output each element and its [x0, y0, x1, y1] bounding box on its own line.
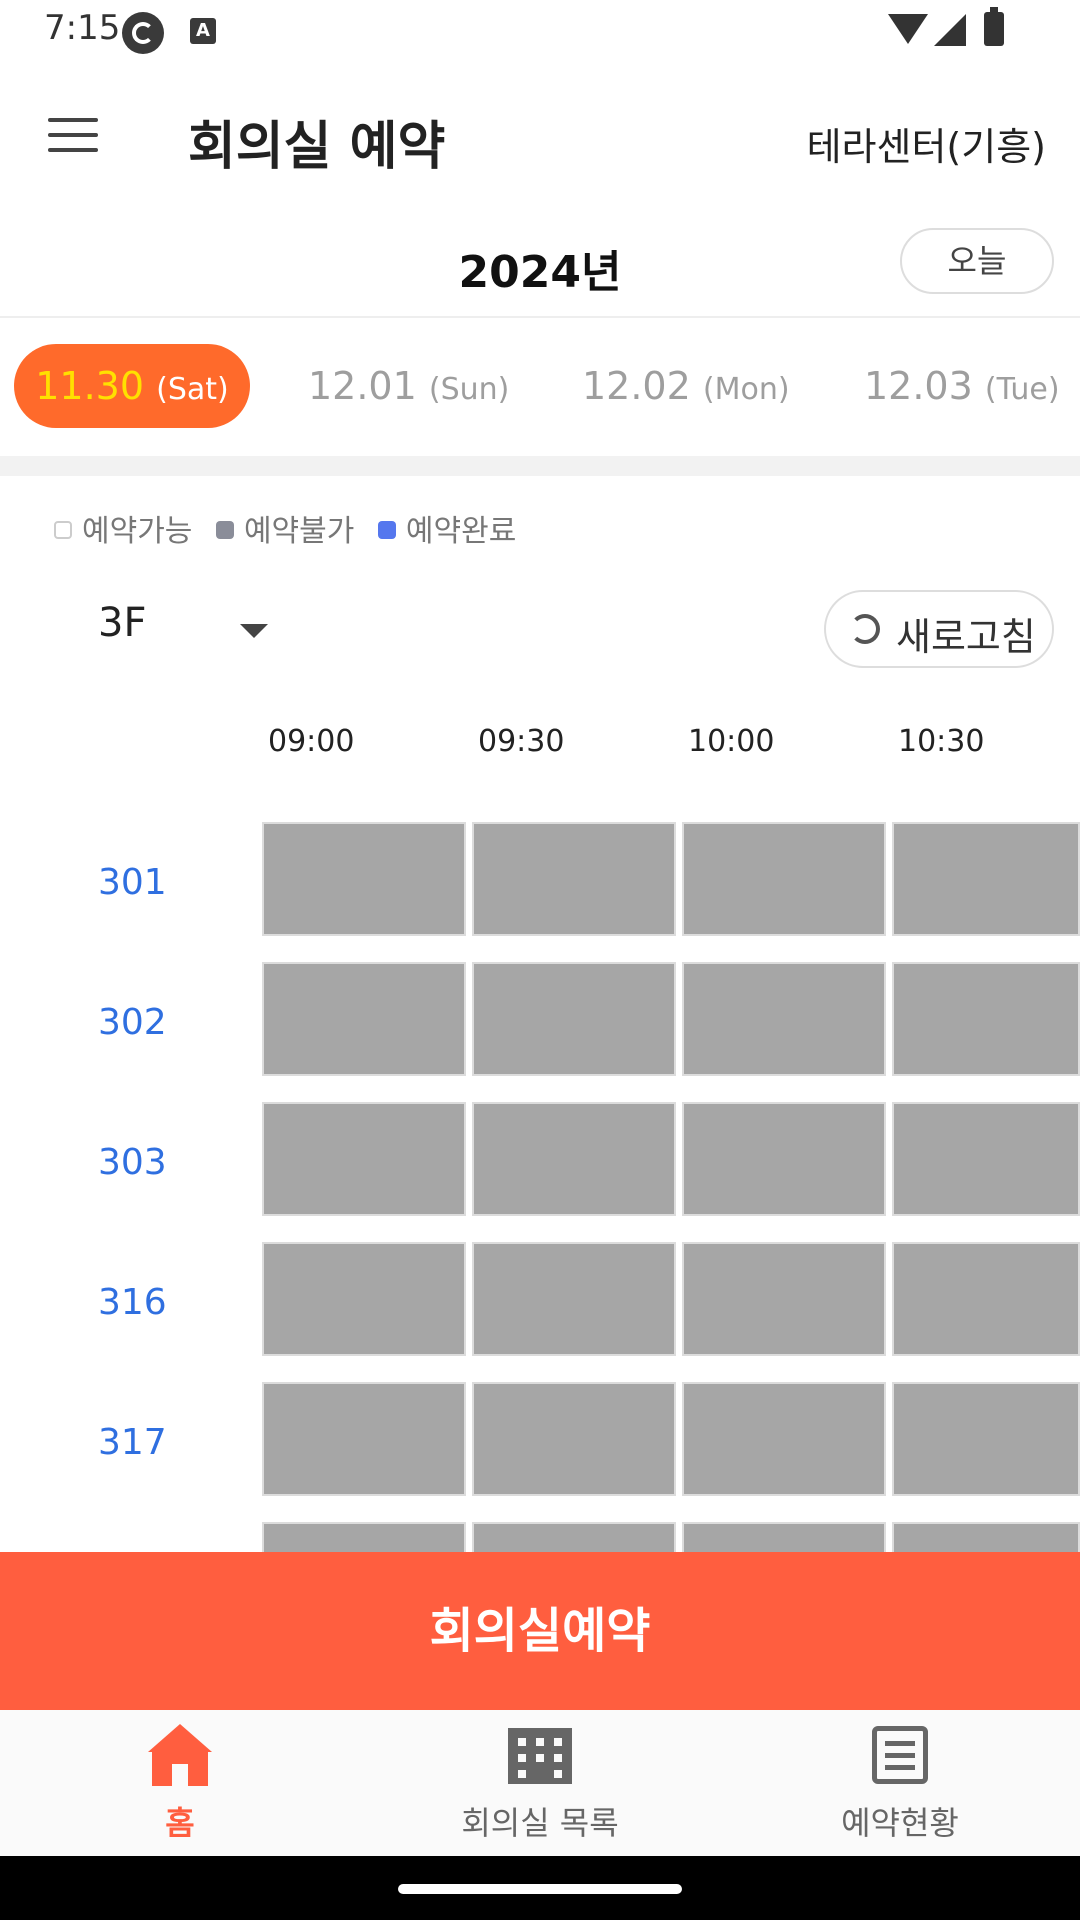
- bottom-nav: 홈 회의실 목록 예약현황: [0, 1710, 1080, 1856]
- time-slot[interactable]: [262, 1242, 466, 1356]
- time-slot[interactable]: [262, 822, 466, 936]
- time-slot[interactable]: [682, 1102, 886, 1216]
- date-tab-dow: (Sun): [428, 372, 510, 407]
- time-slot[interactable]: [682, 1382, 886, 1496]
- status-time: 7:15: [44, 8, 121, 48]
- section-divider: [0, 456, 1080, 476]
- time-slot[interactable]: [892, 1242, 1080, 1356]
- time-slot[interactable]: [262, 962, 466, 1076]
- year-label: 2024년: [458, 247, 622, 298]
- building-icon: [508, 1728, 572, 1784]
- time-slot[interactable]: [262, 1522, 466, 1552]
- date-tab-1203[interactable]: 12.03 (Tue): [864, 344, 1060, 428]
- room-label-302: 302: [98, 1002, 167, 1043]
- room-label-301: 301: [98, 862, 167, 903]
- time-slot[interactable]: [262, 1382, 466, 1496]
- time-slot[interactable]: [472, 1242, 676, 1356]
- time-slot[interactable]: [472, 1382, 676, 1496]
- date-tab-date: 12.03: [864, 364, 973, 408]
- room-label-316: 316: [98, 1282, 167, 1323]
- time-slot[interactable]: [892, 1102, 1080, 1216]
- wifi-icon: [888, 14, 928, 44]
- refresh-label: 새로고침: [896, 615, 1036, 659]
- floor-value: 3F: [98, 600, 147, 646]
- page-title: 회의실 예약: [188, 117, 446, 177]
- sync-icon: [122, 12, 164, 54]
- date-tab-dow: (Mon): [702, 372, 790, 407]
- time-header: 09:30: [478, 724, 565, 759]
- nav-label: 회의실 목록: [461, 1804, 619, 1842]
- nav-label: 홈: [165, 1804, 195, 1842]
- today-button[interactable]: 오늘: [900, 228, 1054, 294]
- home-icon: [148, 1724, 212, 1786]
- available-swatch-icon: [54, 520, 72, 539]
- nav-reservation-status[interactable]: 예약현황: [720, 1710, 1080, 1856]
- floor-dropdown[interactable]: 3F: [98, 600, 288, 660]
- date-tab-1201[interactable]: 12.01 (Sun): [308, 344, 509, 428]
- battery-icon: [984, 7, 1004, 46]
- date-tab-date: 12.01: [308, 364, 417, 408]
- status-bar: 7:15 A: [0, 0, 1080, 64]
- time-slot[interactable]: [682, 822, 886, 936]
- date-tabs: 11.30 (Sat) 12.01 (Sun) 12.02 (Mon) 12.0…: [0, 316, 1080, 456]
- time-slot[interactable]: [472, 1102, 676, 1216]
- room-label-303: 303: [98, 1142, 167, 1183]
- system-nav-bar: [0, 1856, 1080, 1920]
- caret-down-icon: [240, 624, 268, 638]
- a-notification-icon: A: [190, 18, 216, 44]
- time-slot[interactable]: [892, 962, 1080, 1076]
- nav-label: 예약현황: [841, 1804, 959, 1842]
- nav-room-list[interactable]: 회의실 목록: [360, 1710, 720, 1856]
- date-tab-dow: (Sat): [156, 372, 229, 407]
- time-slot[interactable]: [892, 822, 1080, 936]
- year-row: 2024년 오늘: [0, 204, 1080, 318]
- unavailable-swatch-icon: [215, 520, 234, 539]
- time-slot[interactable]: [472, 1522, 676, 1552]
- list-icon: [872, 1726, 928, 1784]
- time-slot[interactable]: [262, 1102, 466, 1216]
- time-header: 09:00: [268, 724, 355, 759]
- legend-unavailable: 예약불가: [215, 506, 354, 550]
- time-header: 10:30: [898, 724, 985, 759]
- time-slot[interactable]: [472, 822, 676, 936]
- date-tab-date: 12.02: [582, 364, 691, 408]
- date-tab-date: 11.30: [35, 364, 145, 408]
- time-slot[interactable]: [472, 962, 676, 1076]
- completed-swatch-icon: [377, 520, 396, 539]
- time-slot[interactable]: [682, 1242, 886, 1356]
- refresh-icon: [850, 614, 880, 644]
- signal-icon: [934, 14, 966, 46]
- legend-available: 예약가능: [54, 506, 192, 550]
- nav-home[interactable]: 홈: [0, 1710, 360, 1856]
- time-slot[interactable]: [682, 1522, 886, 1552]
- legend-completed: 예약완료: [377, 506, 516, 550]
- refresh-button[interactable]: 새로고침: [824, 590, 1054, 668]
- room-label-317: 317: [98, 1422, 167, 1463]
- time-slot[interactable]: [682, 962, 886, 1076]
- center-name[interactable]: 테라센터(기흥): [806, 125, 1046, 169]
- date-tab-1130[interactable]: 11.30 (Sat): [14, 344, 250, 428]
- hamburger-menu-icon[interactable]: [48, 118, 98, 154]
- date-tab-1202[interactable]: 12.02 (Mon): [582, 344, 790, 428]
- time-slot[interactable]: [892, 1522, 1080, 1552]
- date-tab-dow: (Tue): [984, 372, 1060, 407]
- home-gesture-pill[interactable]: [398, 1884, 682, 1894]
- legend: 예약가능 예약불가 예약완료: [54, 506, 530, 549]
- time-header: 10:00: [688, 724, 775, 759]
- app-header: 회의실 예약 테라센터(기흥): [0, 64, 1080, 204]
- reserve-button[interactable]: 회의실예약: [0, 1552, 1080, 1710]
- time-slot[interactable]: [892, 1382, 1080, 1496]
